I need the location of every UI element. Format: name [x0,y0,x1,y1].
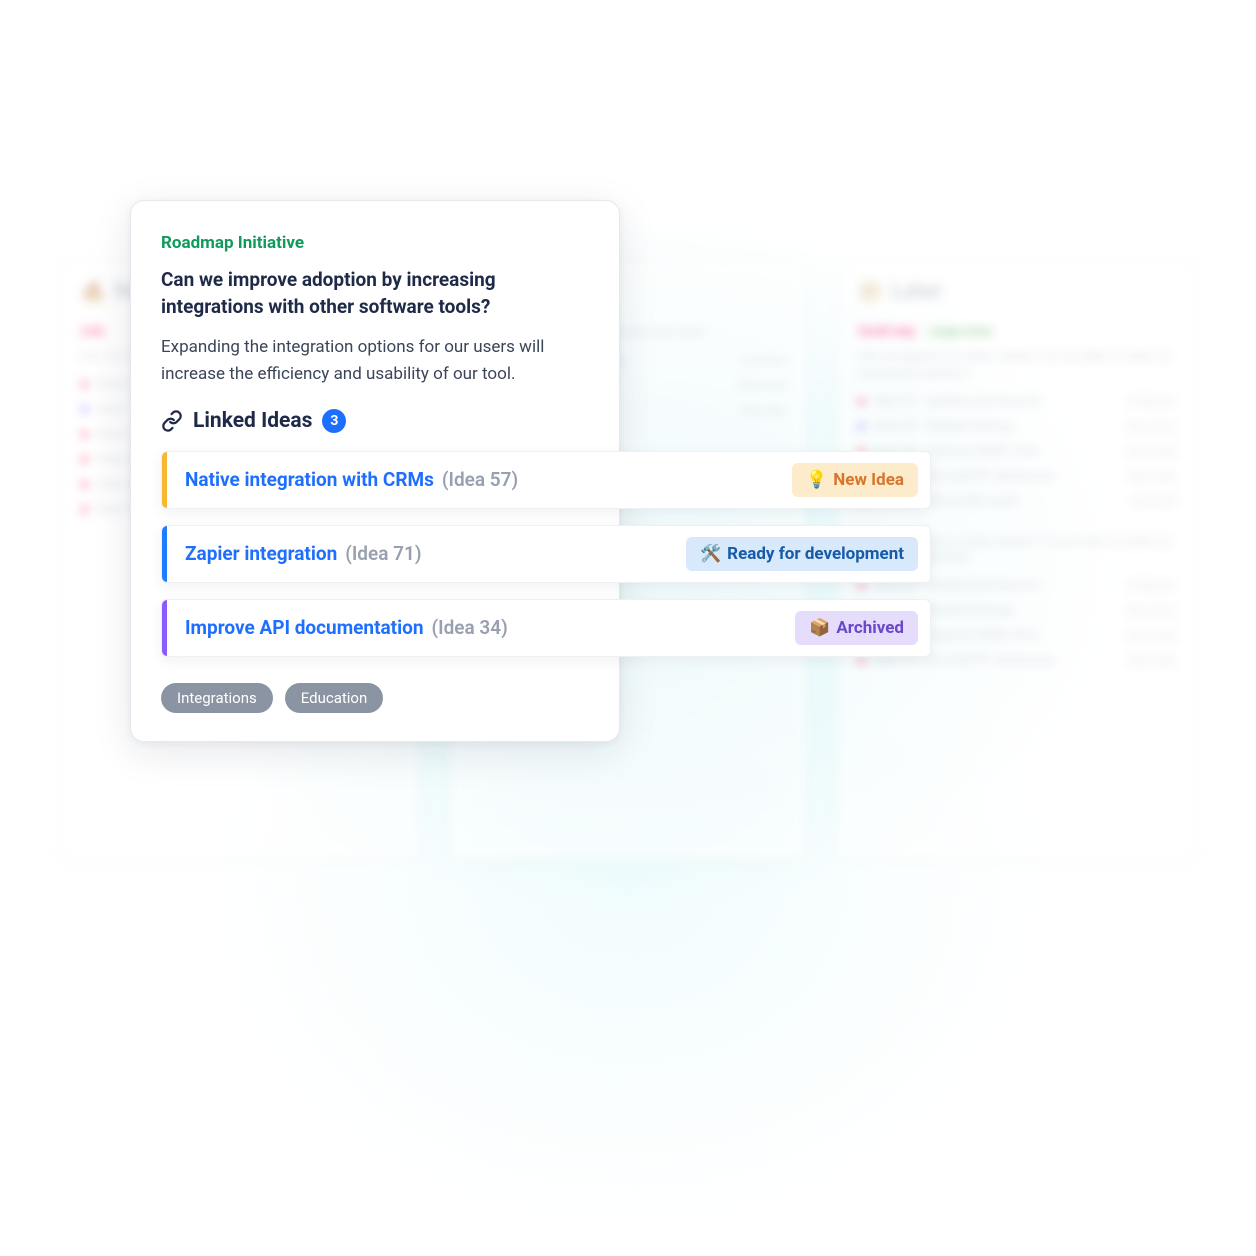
card-description: Expanding the integration options for ou… [161,334,589,387]
linked-ideas-label: Linked Ideas [193,409,312,433]
status-emoji-icon: 💡 [806,470,827,490]
initiative-detail-card: Roadmap Initiative Can we improve adopti… [130,200,620,742]
status-text: New Idea [833,470,904,490]
card-eyebrow: Roadmap Initiative [161,233,589,253]
idea-status-badge: 💡 New Idea [792,463,918,497]
tag-pill[interactable]: Education [285,683,384,713]
status-text: Archived [836,618,904,638]
idea-id-label: (Idea 34) [432,616,508,639]
linked-ideas-count-badge: 3 [322,409,346,433]
linked-idea-row[interactable]: Zapier integration (Idea 71) 🛠️ Ready for d… [161,525,931,583]
idea-status-badge: 📦 Archived [795,611,918,645]
idea-id-label: (Idea 57) [442,468,518,491]
tags-row: Integrations Education [161,683,589,713]
idea-id-label: (Idea 71) [345,542,421,565]
tag-pill[interactable]: Integrations [161,683,273,713]
idea-title: Zapier integration [185,542,337,565]
idea-title: Native integration with CRMs [185,468,434,491]
link-icon [161,410,183,432]
linked-idea-row[interactable]: Improve API documentation (Idea 34) 📦 Archi… [161,599,931,657]
linked-ideas-header: Linked Ideas 3 [161,409,589,433]
status-text: Ready for development [727,544,904,564]
status-emoji-icon: 🛠️ [700,544,721,564]
linked-idea-row[interactable]: Native integration with CRMs (Idea 57) 💡 Ne… [161,451,931,509]
idea-status-badge: 🛠️ Ready for development [686,537,918,571]
card-question: Can we improve adoption by increasing in… [161,267,589,320]
idea-title: Improve API documentation [185,616,424,639]
status-emoji-icon: 📦 [809,618,830,638]
